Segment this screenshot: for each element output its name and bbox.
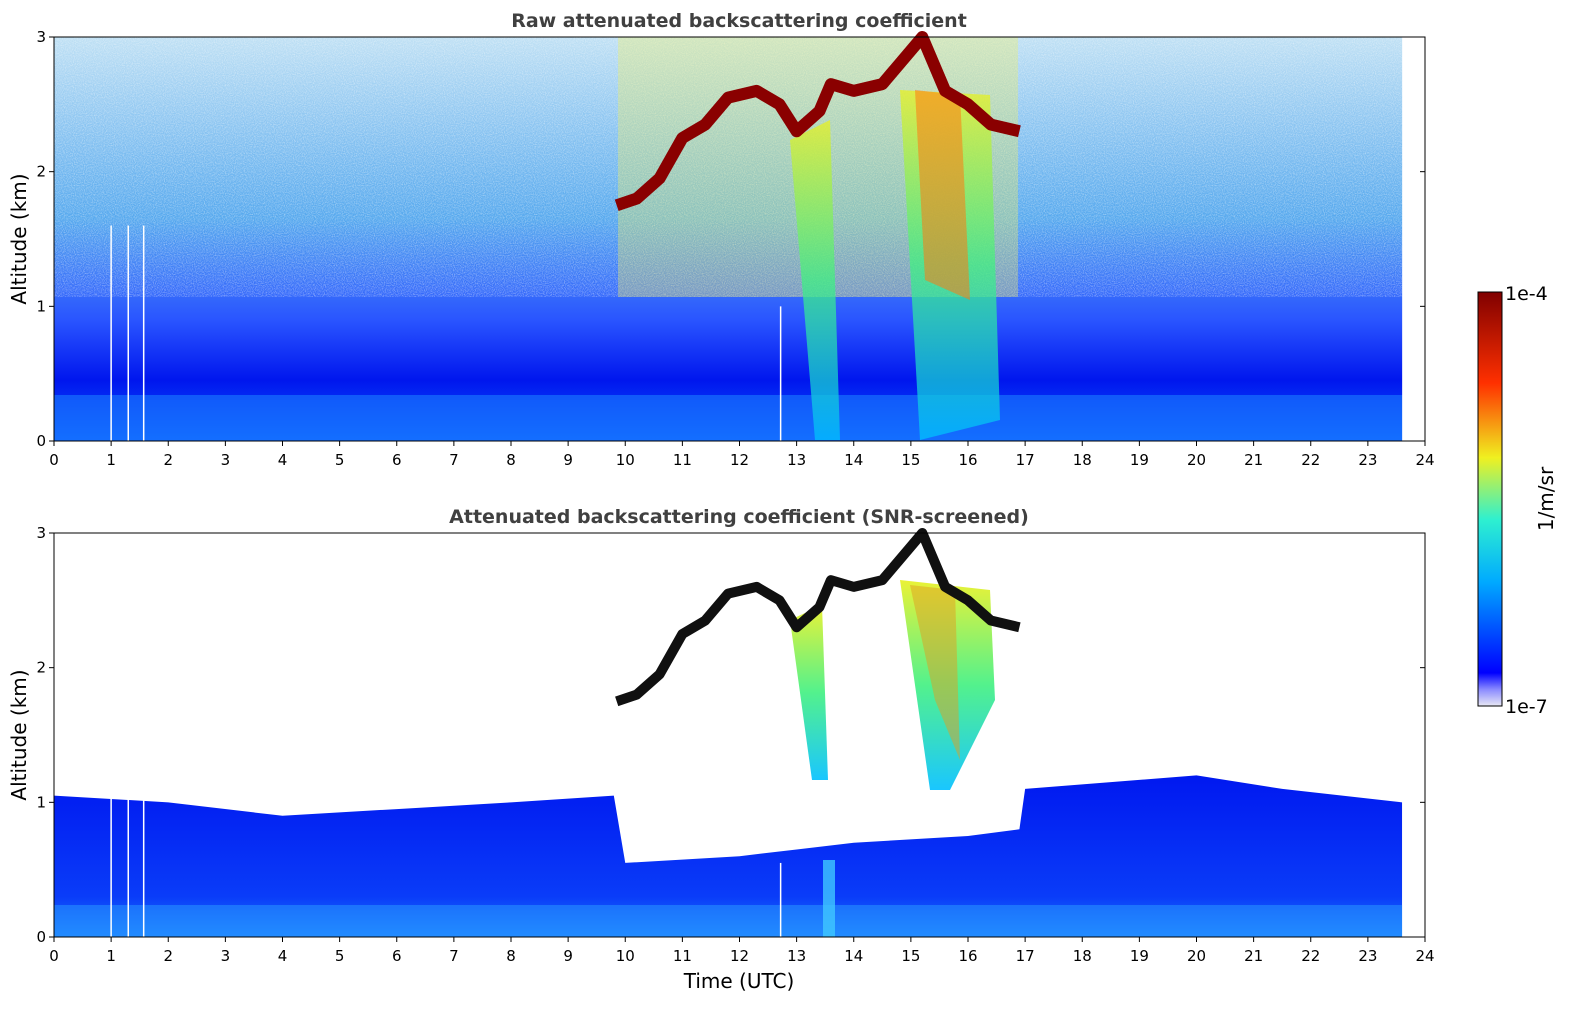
x-tick-label: 3 (221, 451, 231, 469)
x-tick-label: 8 (506, 947, 516, 965)
x-tick-label: 0 (49, 947, 59, 965)
x-tick-label: 23 (1358, 947, 1377, 965)
x-tick-label: 4 (278, 947, 288, 965)
x-tick-label: 18 (1073, 451, 1092, 469)
y-tick-label: 0 (36, 432, 46, 450)
x-tick-label: 11 (673, 947, 692, 965)
colorbar: 1e-4 1e-7 1/m/sr (1477, 283, 1558, 718)
panel-raw-title: Raw attenuated backscattering coefficien… (511, 10, 967, 32)
x-tick-label: 16 (958, 947, 977, 965)
colorbar-max-label: 1e-4 (1505, 283, 1548, 305)
x-tick-label: 9 (563, 947, 573, 965)
panel-raw-cloud-column-a (790, 120, 840, 440)
panel-screened-cloud-layer (615, 528, 1021, 707)
y-tick-label: 3 (36, 28, 46, 46)
x-tick-label: 4 (278, 451, 288, 469)
x-tick-label: 22 (1301, 947, 1320, 965)
panel-screened-cloud-core (910, 585, 960, 760)
x-tick-label: 2 (163, 451, 173, 469)
panel-screened-title: Attenuated backscattering coefficient (S… (449, 506, 1029, 528)
panel-raw-cloud-core (915, 90, 970, 300)
x-tick-label: 24 (1415, 451, 1434, 469)
x-tick-label: 20 (1187, 947, 1206, 965)
panel-raw: Raw attenuated backscattering coefficien… (7, 10, 1435, 469)
y-tick-label: 1 (36, 793, 46, 811)
x-tick-label: 19 (1130, 451, 1149, 469)
x-tick-label: 13 (787, 947, 806, 965)
no-data-region (1402, 37, 1425, 441)
x-tick-label: 5 (335, 451, 345, 469)
x-tick-label: 1 (106, 947, 116, 965)
panel-screened-boundary-layer (54, 775, 1403, 937)
y-tick-label: 2 (36, 659, 46, 677)
x-tick-label: 13 (787, 451, 806, 469)
colorbar-min-label: 1e-7 (1505, 696, 1548, 718)
x-tick-label: 14 (844, 947, 863, 965)
x-tick-label: 24 (1415, 947, 1434, 965)
x-tick-label: 10 (616, 947, 635, 965)
x-tick-label: 3 (221, 947, 231, 965)
panel-raw-y-axis: 0 1 2 3 (36, 28, 1425, 450)
panel-raw-backscatter-image (54, 31, 1425, 441)
y-tick-label: 0 (36, 928, 46, 946)
y-tick-label: 1 (36, 297, 46, 315)
x-tick-label: 7 (449, 947, 459, 965)
x-tick-label: 6 (392, 947, 402, 965)
x-tick-label: 19 (1130, 947, 1149, 965)
x-tick-label: 8 (506, 451, 516, 469)
x-tick-label: 2 (163, 947, 173, 965)
panel-screened-backscatter-image (54, 528, 1425, 937)
x-tick-label: 10 (616, 451, 635, 469)
panel-screened-data-gaps (110, 782, 782, 937)
x-tick-label: 14 (844, 451, 863, 469)
x-tick-label: 17 (1016, 947, 1035, 965)
x-tick-label: 16 (958, 451, 977, 469)
y-tick-label: 3 (36, 524, 46, 542)
panel-raw-surface-layer (54, 395, 1403, 441)
x-tick-label: 21 (1244, 947, 1263, 965)
x-tick-label: 15 (901, 451, 920, 469)
panel-screened-ylabel: Altitude (km) (7, 669, 31, 800)
x-tick-label: 23 (1358, 451, 1377, 469)
panel-screened-cloud-column-a (790, 605, 828, 780)
x-tick-label: 15 (901, 947, 920, 965)
x-tick-label: 22 (1301, 451, 1320, 469)
x-tick-label: 11 (673, 451, 692, 469)
panel-screened-xlabel: Time (UTC) (683, 969, 795, 993)
panel-raw-x-axis: 0 1 2 3 4 5 6 7 8 9 10 11 12 13 14 15 16 17 18 19 20 21 22 23 24 (49, 441, 1435, 469)
y-tick-label: 2 (36, 163, 46, 181)
colorbar-label: 1/m/sr (1534, 466, 1558, 531)
panel-screened-x-axis: 0 1 2 3 4 5 6 7 8 9 10 11 12 13 14 15 16 17 18 19 20 21 22 23 24 (49, 937, 1435, 965)
x-tick-label: 21 (1244, 451, 1263, 469)
x-tick-label: 18 (1073, 947, 1092, 965)
panel-screened-surface-plume (823, 860, 835, 937)
panel-screened: Attenuated backscattering coefficient (S… (7, 506, 1435, 993)
x-tick-label: 1 (106, 451, 116, 469)
panel-screened-y-axis: 0 1 2 3 (36, 524, 1425, 946)
panel-screened-surface-layer (54, 905, 1403, 937)
colorbar-bar (1477, 291, 1503, 707)
panel-raw-cloud-layer (614, 31, 1021, 212)
x-tick-label: 12 (730, 451, 749, 469)
x-tick-label: 7 (449, 451, 459, 469)
panel-raw-ylabel: Altitude (km) (7, 173, 31, 304)
x-tick-label: 6 (392, 451, 402, 469)
x-tick-label: 12 (730, 947, 749, 965)
panel-raw-data-gaps (110, 225, 782, 441)
x-tick-label: 5 (335, 947, 345, 965)
x-tick-label: 17 (1016, 451, 1035, 469)
panel-raw-noise (54, 37, 1403, 297)
x-tick-label: 20 (1187, 451, 1206, 469)
no-data-region (1402, 533, 1425, 937)
x-tick-label: 0 (49, 451, 59, 469)
x-tick-label: 9 (563, 451, 573, 469)
